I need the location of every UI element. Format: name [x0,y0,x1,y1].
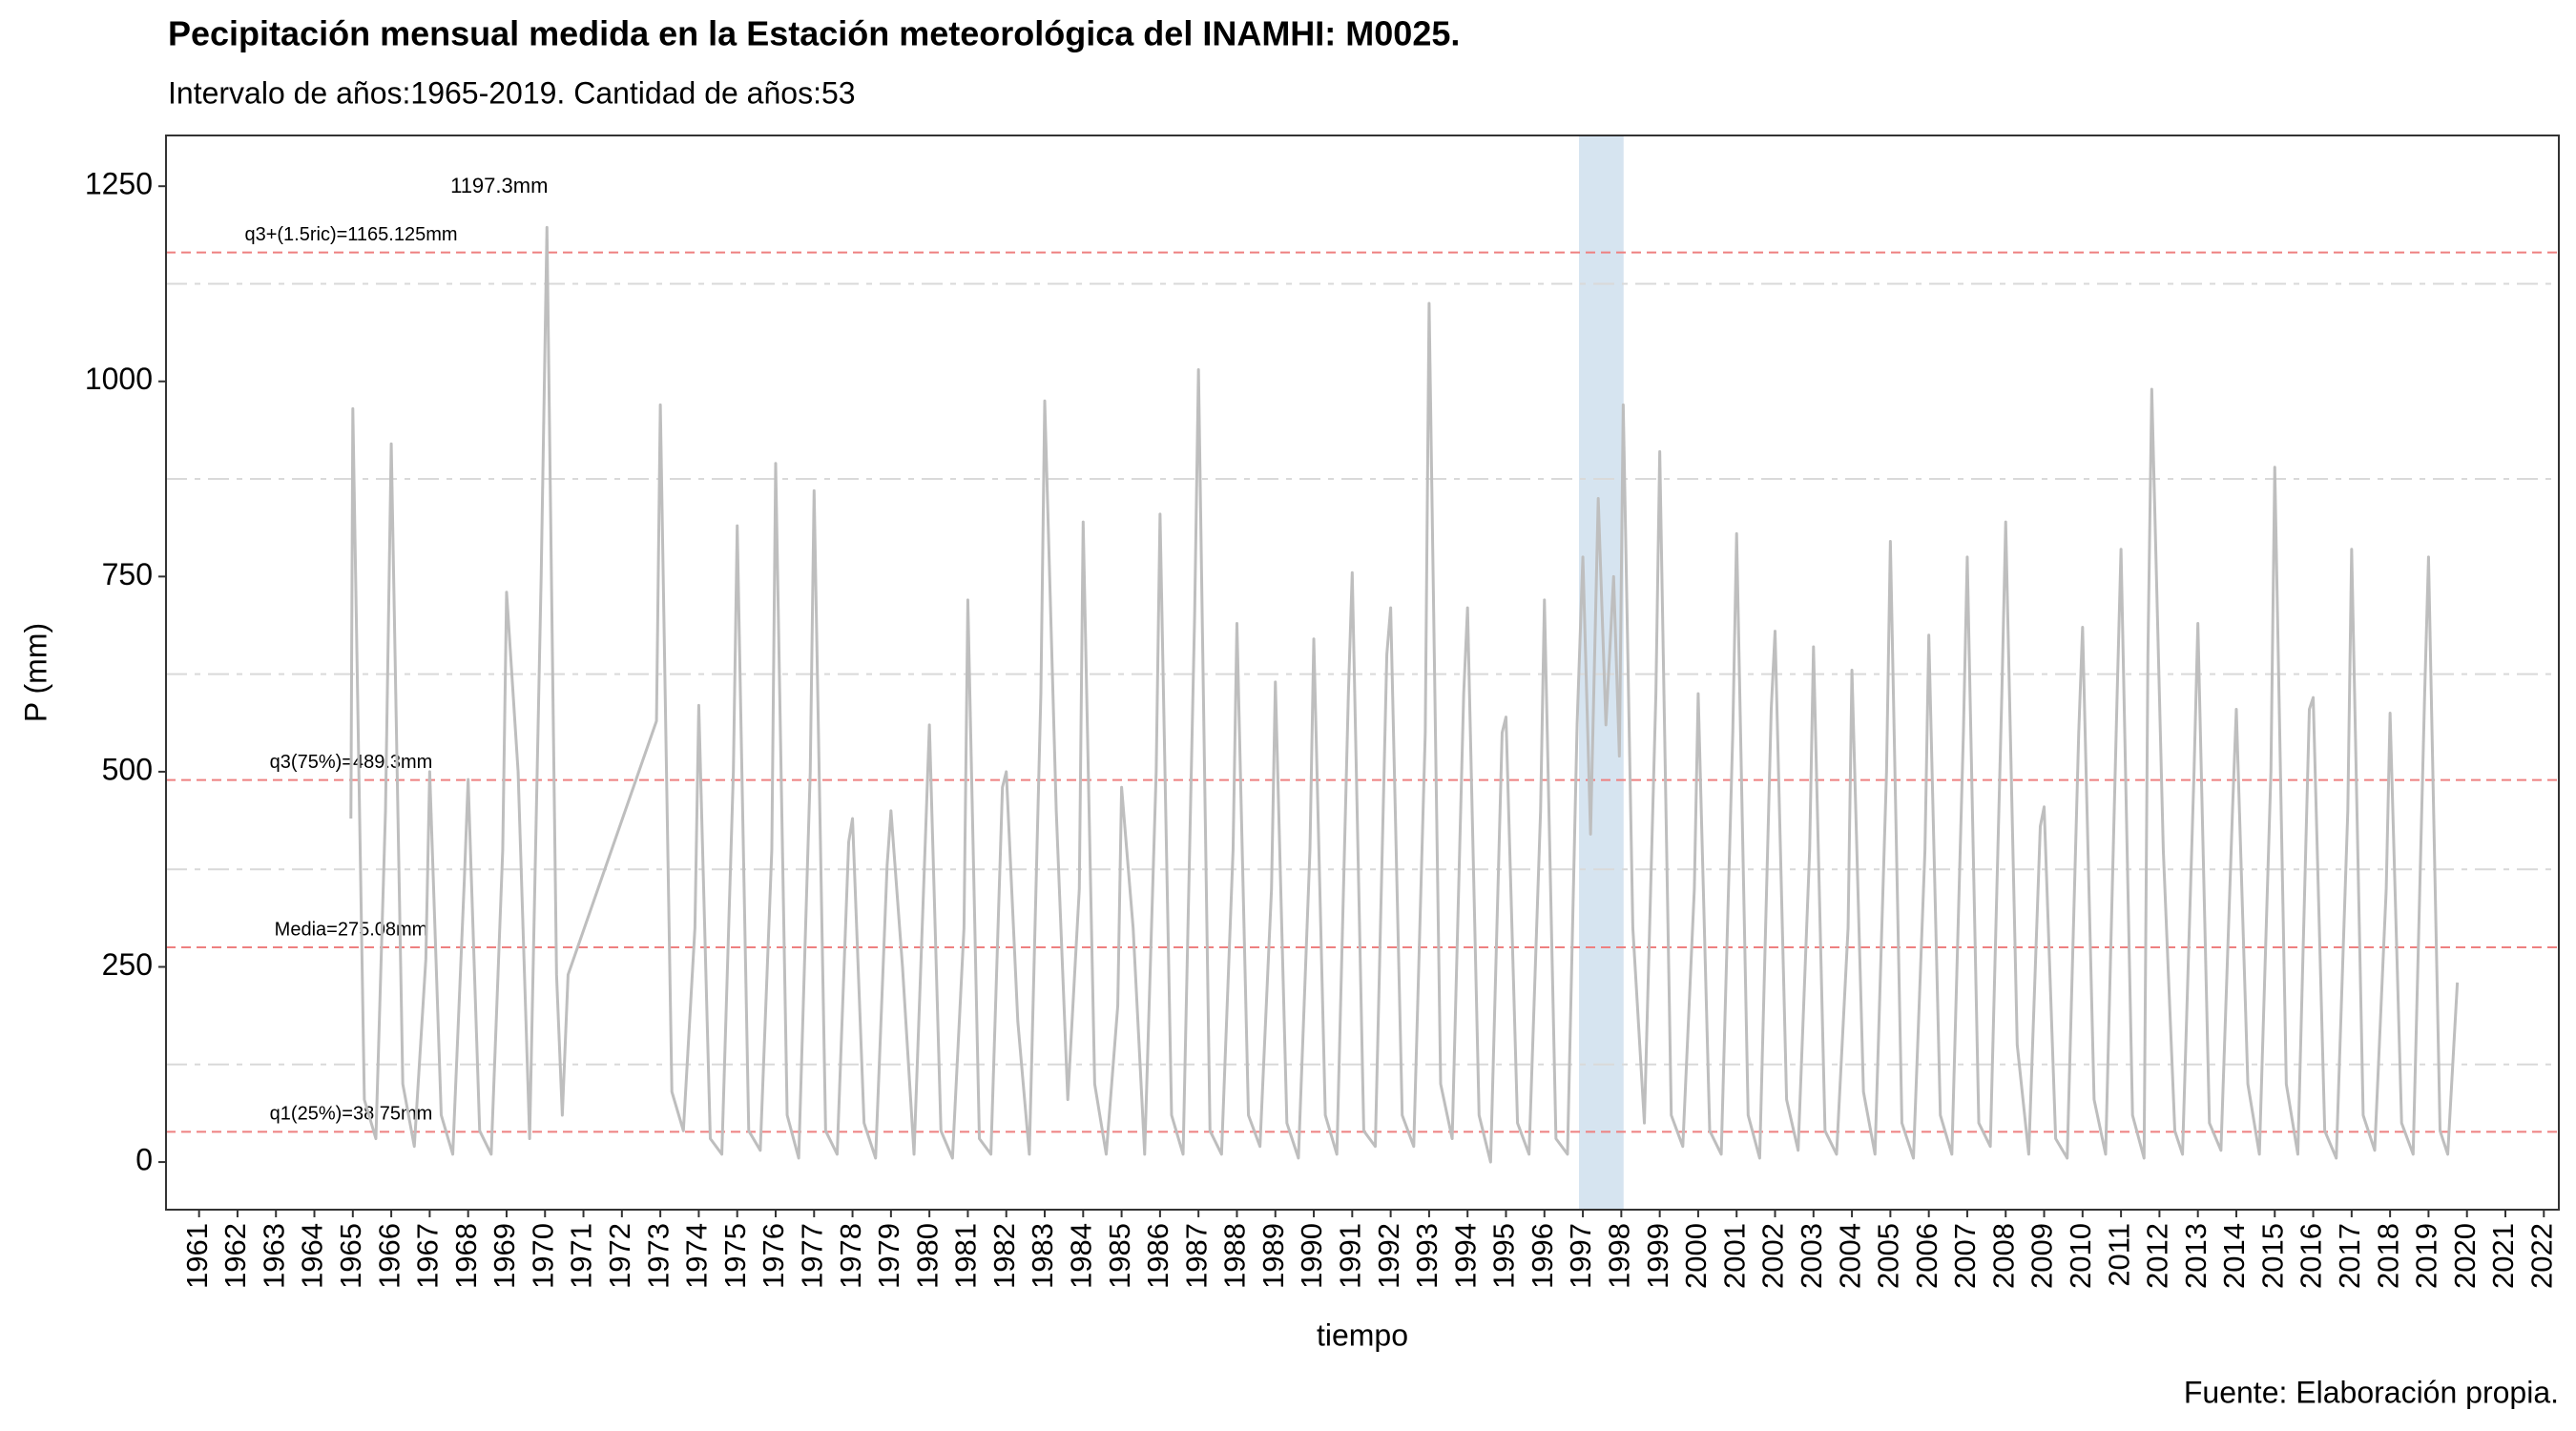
x-tick-label: 2010 [2064,1223,2097,1289]
y-axis-title: P (mm) [18,623,52,722]
x-tick-label: 1961 [180,1223,214,1289]
x-tick-label: 1991 [1334,1223,1367,1289]
x-tick-label: 1981 [949,1223,983,1289]
x-tick-label: 1985 [1103,1223,1136,1289]
x-tick-label: 1995 [1487,1223,1521,1289]
x-tick-label: 2016 [2295,1223,2328,1289]
x-tick-label: 1976 [757,1223,790,1289]
x-tick-label: 1969 [488,1223,521,1289]
y-tick-label: 500 [102,752,153,786]
x-tick-label: 1973 [641,1223,675,1289]
plot-border [165,135,2560,1211]
x-tick-label: 1992 [1372,1223,1405,1289]
x-tick-label: 1968 [449,1223,483,1289]
x-tick-label: 2007 [1948,1223,1982,1289]
series-line [349,225,2460,1164]
reference-label: Media=275.08mm [275,919,428,940]
x-axis-title: tiempo [1317,1317,1408,1352]
x-tick-label: 1997 [1564,1223,1597,1289]
x-tick-label: 1978 [834,1223,867,1289]
x-tick-label: 1980 [910,1223,944,1289]
x-tick-label: 2018 [2371,1223,2404,1289]
x-tick-label: 1977 [795,1223,828,1289]
x-tick-label: 1962 [218,1223,252,1289]
y-tick-label: 1250 [85,167,153,201]
x-tick-label: 2006 [1910,1223,1943,1289]
x-tick-label: 2005 [1872,1223,1905,1289]
chart-title: Pecipitación mensual medida en la Estaci… [168,14,1460,53]
x-tick-label: 2019 [2410,1223,2443,1289]
x-tick-label: 1971 [565,1223,598,1289]
caption: Fuente: Elaboración propia. [2184,1375,2559,1409]
x-tick-label: 2021 [2486,1223,2520,1289]
x-tick-label: 1993 [1410,1223,1444,1289]
x-tick-label: 2014 [2217,1223,2251,1289]
x-tick-label: 1996 [1526,1223,1559,1289]
x-tick-label: 2013 [2179,1223,2212,1289]
x-tick-label: 1970 [526,1223,559,1289]
x-tick-label: 2004 [1833,1223,1866,1289]
x-tick-label: 1988 [1218,1223,1252,1289]
x-tick-label: 1989 [1257,1223,1290,1289]
x-tick-label: 1974 [680,1223,714,1289]
y-tick-label: 1000 [85,362,153,396]
x-tick-label: 1966 [372,1223,405,1289]
x-tick-label: 2003 [1795,1223,1828,1289]
x-tick-label: 1975 [718,1223,752,1289]
x-tick-label: 1979 [872,1223,905,1289]
x-tick-label: 1994 [1448,1223,1482,1289]
x-tick-label: 1964 [296,1223,329,1289]
x-tick-label: 1999 [1641,1223,1674,1289]
x-tick-label: 1972 [603,1223,636,1289]
reference-label: q3+(1.5ric)=1165.125mm [244,224,457,245]
x-tick-label: 2008 [1986,1223,2020,1289]
x-tick-label: 2022 [2524,1223,2558,1289]
x-tick-label: 2000 [1679,1223,1713,1289]
chart-subtitle: Intervalo de años:1965-2019. Cantidad de… [168,75,856,110]
x-tick-label: 2020 [2448,1223,2482,1289]
x-tick-label: 1987 [1179,1223,1213,1289]
x-tick-label: 2012 [2141,1223,2174,1289]
x-tick-label: 1965 [334,1223,367,1289]
x-tick-label: 2002 [1756,1223,1790,1289]
x-tick-label: 1990 [1295,1223,1328,1289]
x-tick-label: 2017 [2333,1223,2366,1289]
x-tick-label: 1983 [1026,1223,1059,1289]
x-tick-label: 1982 [987,1223,1021,1289]
reference-label: q1(25%)=38.75mm [270,1104,433,1125]
x-tick-label: 2015 [2255,1223,2289,1289]
y-tick-label: 0 [135,1143,153,1177]
x-tick-label: 1986 [1141,1223,1174,1289]
y-tick-label: 250 [102,947,153,982]
x-tick-label: 1963 [257,1223,290,1289]
x-tick-label: 2011 [2102,1223,2135,1287]
x-tick-label: 1984 [1064,1223,1097,1289]
x-tick-label: 2001 [1717,1223,1751,1289]
y-tick-label: 750 [102,557,153,591]
x-tick-label: 1998 [1603,1223,1636,1289]
max-annotation: 1197.3mm [450,174,548,197]
x-tick-label: 1967 [411,1223,445,1289]
x-tick-label: 2009 [2025,1223,2059,1289]
